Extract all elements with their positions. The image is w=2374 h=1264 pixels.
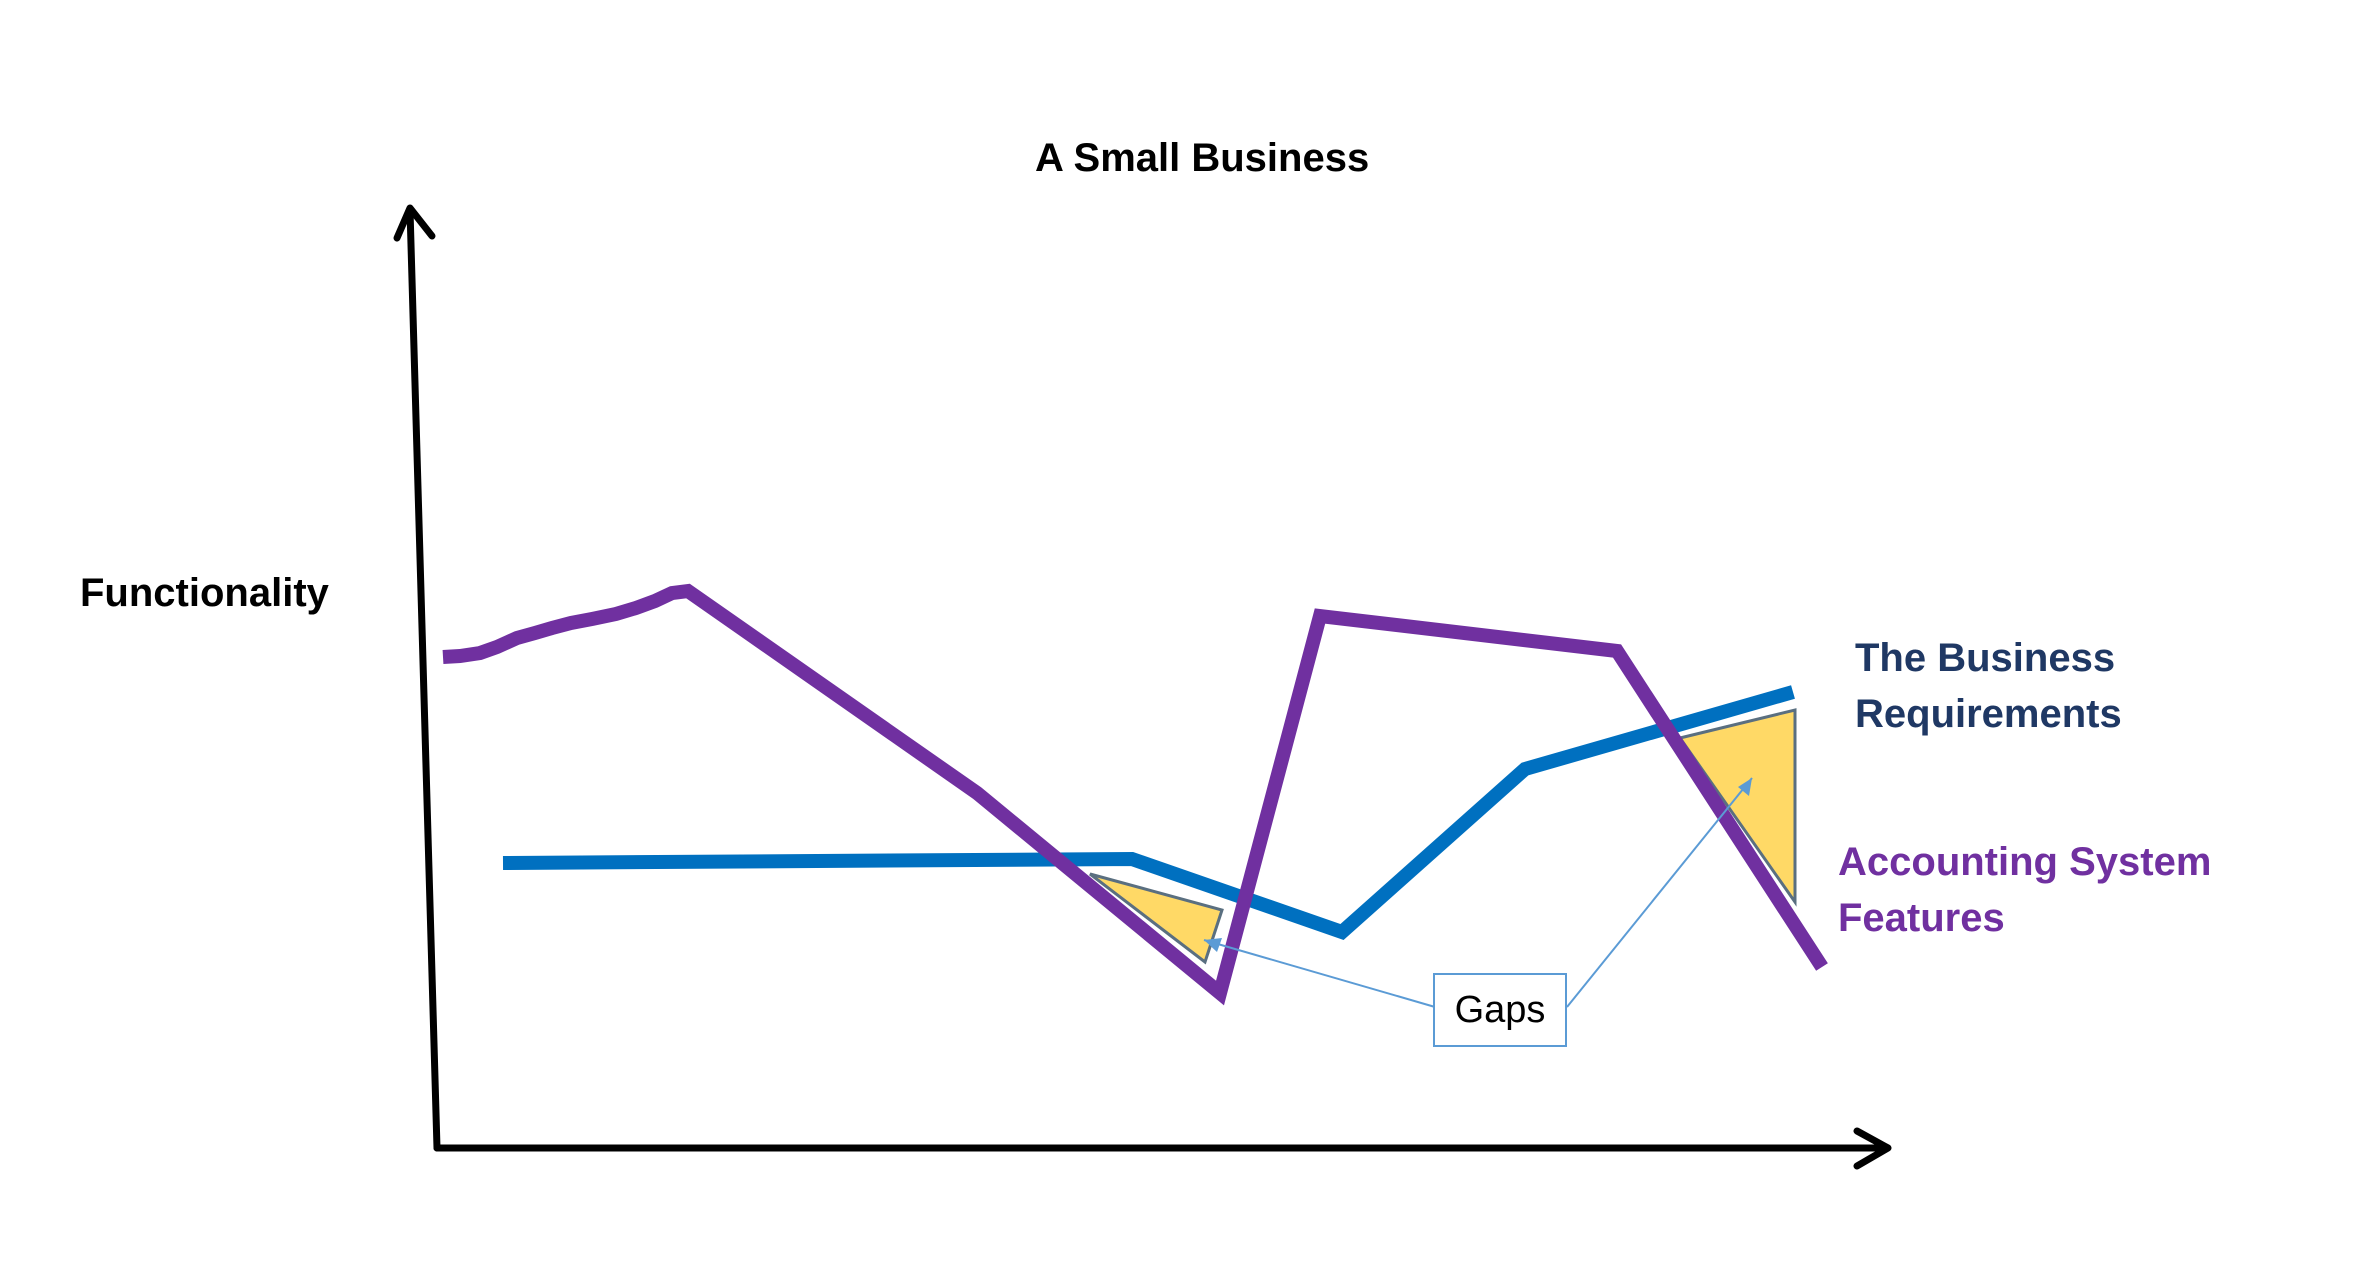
gap-callouts (1203, 777, 1753, 1008)
y-axis-arrowhead (393, 204, 436, 242)
business-requirements-line (502, 685, 1795, 940)
gap-regions (1089, 708, 1797, 965)
business-requirements-label: The Business Requirements (1855, 630, 2122, 742)
business-requirements-label-line-2: Requirements (1855, 692, 2122, 736)
axes (393, 204, 1892, 1170)
gap-region-1 (1089, 872, 1224, 965)
gap-region-2 (1677, 708, 1797, 907)
callout-line-1 (1203, 939, 1436, 1008)
accounting-features-line (442, 583, 1828, 1006)
y-axis-label: Functionality (80, 571, 329, 615)
gaps-callout-text: Gaps (1454, 988, 1546, 1031)
business-requirements-label-line-1: The Business (1855, 636, 2116, 680)
callout-arrow-2 (1738, 778, 1752, 796)
accounting-features-label-line-1: Accounting System (1838, 840, 2212, 884)
callout-arrow-1 (1204, 938, 1222, 952)
diagram-title: A Small Business (1035, 136, 1370, 180)
accounting-features-label: Accounting System Features (1838, 834, 2211, 946)
callout-line-2 (1566, 777, 1753, 1008)
x-axis-arrowhead (1853, 1127, 1892, 1170)
accounting-features-label-line-2: Features (1838, 896, 2005, 940)
gaps-callout-box: Gaps (1433, 973, 1567, 1047)
y-axis-line (406, 206, 441, 1152)
